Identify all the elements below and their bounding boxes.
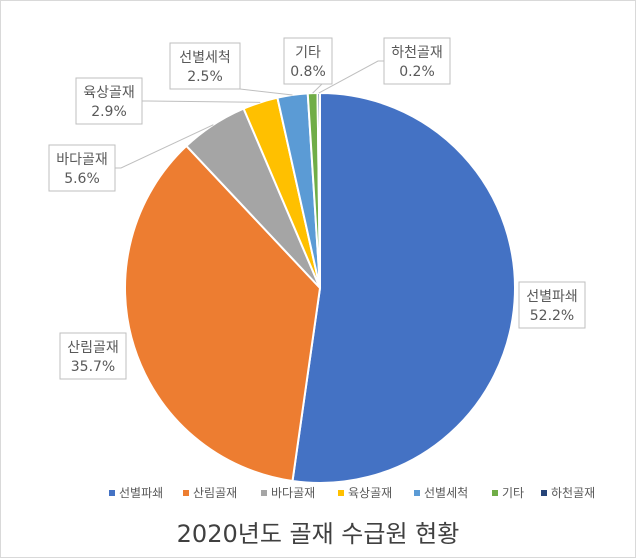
data-label: 선별세척 2.5% — [169, 42, 241, 90]
legend-swatch — [492, 490, 498, 496]
data-label: 선별파쇄 52.2% — [518, 281, 586, 329]
legend-swatch — [414, 490, 420, 496]
legend-label: 선별세척 — [424, 486, 468, 500]
legend-item: 선별세척 — [414, 486, 468, 500]
data-label-value: 0.2% — [399, 64, 435, 80]
legend-item: 기타 — [492, 486, 524, 500]
legend-label: 기타 — [502, 486, 524, 500]
legend: 선별파쇄 산림골재 바다골재 육상골재 선별세척 기타 하천골재 — [109, 485, 595, 500]
data-label-value: 35.7% — [71, 359, 115, 375]
pie-slice — [291, 91, 516, 484]
data-label-category: 선별파쇄 — [526, 289, 578, 305]
data-label: 하천골재 0.2% — [383, 37, 451, 85]
legend-swatch — [541, 490, 547, 496]
legend-swatch — [261, 490, 267, 496]
data-label-category: 하천골재 — [391, 45, 443, 61]
legend-item: 선별파쇄 — [109, 486, 163, 500]
legend-item: 산림골재 — [183, 486, 237, 500]
data-label-box — [518, 281, 586, 329]
legend-swatch — [183, 490, 189, 496]
legend-label: 선별파쇄 — [119, 486, 163, 500]
leader-line — [234, 88, 293, 96]
data-labels: 선별파쇄 52.2% 산림골재 35.7% 바다골재 5.6% 육상골재 2.9% 선별세척 2.… — [48, 37, 586, 380]
data-label-value: 5.6% — [64, 171, 100, 187]
legend-item: 육상골재 — [338, 486, 392, 500]
data-label-box — [59, 332, 127, 380]
data-label: 바다골재 5.6% — [48, 144, 116, 192]
data-label-category: 바다골재 — [56, 152, 108, 168]
legend-swatch — [109, 490, 115, 496]
data-label-category: 기타 — [295, 45, 321, 61]
data-label-value: 0.8% — [290, 64, 326, 80]
legend-item: 바다골재 — [261, 486, 315, 500]
data-label: 기타 0.8% — [283, 37, 333, 85]
data-label: 산림골재 35.7% — [59, 332, 127, 380]
pie-slice — [316, 91, 321, 289]
data-label-category: 육상골재 — [83, 85, 135, 101]
legend-item: 하천골재 — [541, 485, 595, 500]
legend-label: 하천골재 — [551, 485, 595, 500]
data-label-box — [383, 37, 451, 85]
legend-label: 산림골재 — [193, 486, 237, 500]
legend-label: 육상골재 — [348, 486, 392, 500]
legend-swatch — [338, 490, 344, 496]
leader-line — [318, 60, 384, 94]
data-label-value: 2.5% — [187, 69, 223, 85]
pie-slices — [124, 91, 516, 484]
data-label-box — [48, 144, 116, 192]
chart-title: 2020년도 골재 수급원 현황 — [177, 520, 460, 548]
leader-line — [115, 124, 214, 169]
data-label-value: 2.9% — [91, 104, 127, 120]
data-label-box — [75, 77, 143, 125]
leader-line — [142, 100, 261, 103]
data-label-box — [169, 42, 241, 90]
data-label-box — [283, 37, 333, 85]
data-label-category: 선별세척 — [179, 50, 231, 66]
data-label-category: 산림골재 — [67, 340, 119, 356]
data-label: 육상골재 2.9% — [75, 77, 143, 125]
legend-label: 바다골재 — [271, 486, 315, 500]
pie-slice — [124, 144, 322, 483]
data-label-value: 52.2% — [530, 308, 574, 324]
